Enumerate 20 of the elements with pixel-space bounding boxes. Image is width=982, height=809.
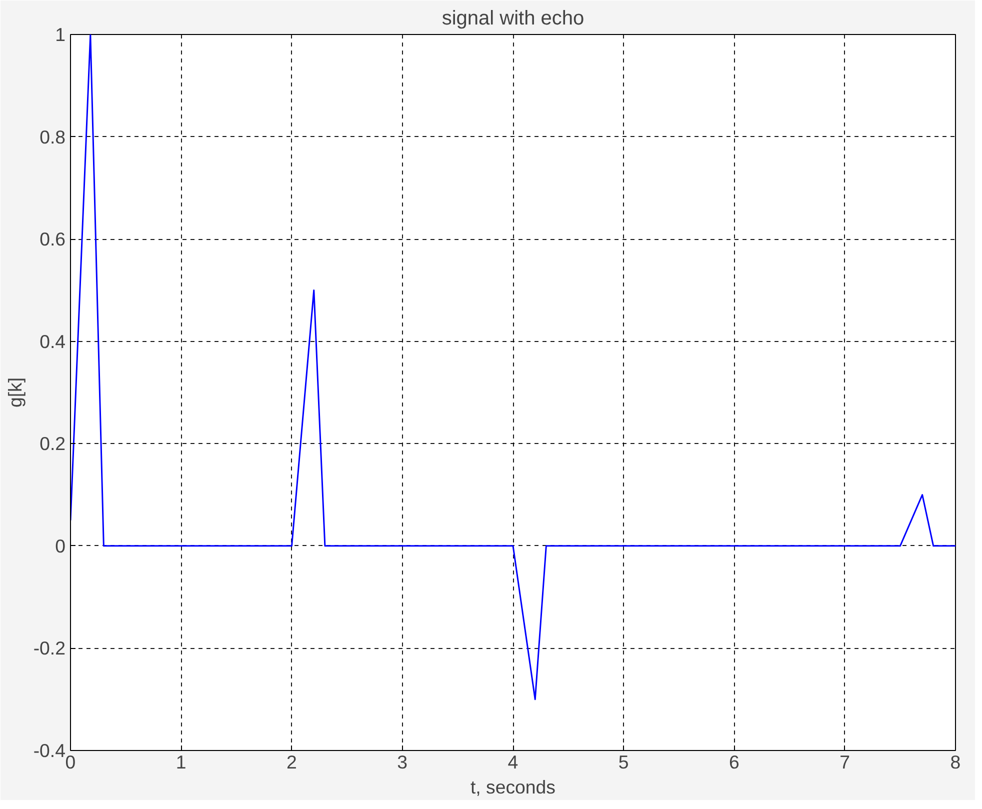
- y-tick-label: 0.6: [40, 228, 66, 250]
- x-axis-title: t, seconds: [470, 776, 556, 798]
- x-tick-label: 5: [618, 752, 629, 772]
- y-tick-label: 1: [55, 24, 66, 45]
- x-tick-label: 2: [286, 752, 297, 772]
- line-series: [70, 34, 956, 700]
- x-tick-label: 8: [950, 752, 961, 772]
- y-tick-label: 0: [55, 535, 66, 556]
- y-tick-label: 0.8: [40, 126, 66, 148]
- x-tick-label: 3: [397, 752, 408, 772]
- y-tick-label: -0.2: [33, 638, 66, 659]
- y-tick-label: 0.4: [40, 330, 66, 352]
- x-tick-label: 1: [176, 752, 186, 772]
- x-tick-label: 7: [840, 752, 850, 772]
- x-tick-label: 6: [729, 752, 740, 772]
- y-tick-label: -0.4: [33, 740, 66, 761]
- chart-title: signal with echo: [442, 8, 584, 30]
- y-tick-label: 0.2: [40, 433, 66, 454]
- x-tick-label: 4: [508, 752, 518, 772]
- y-axis-title: g[k]: [4, 377, 26, 408]
